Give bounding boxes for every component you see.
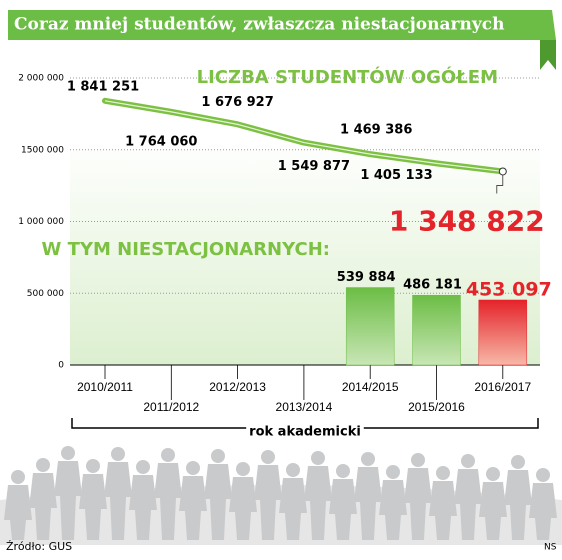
body: [54, 461, 82, 540]
head: [336, 464, 350, 478]
body: [329, 479, 357, 540]
line-series-name: Liczba studentów ogółem: [197, 66, 498, 88]
head: [86, 459, 100, 473]
connector: [496, 175, 504, 194]
x-tick-label: 2012/2013: [209, 380, 266, 394]
head: [311, 451, 325, 465]
head: [186, 461, 200, 475]
chart-title: Coraz mniej studentów, zwłaszcza niestac…: [14, 15, 504, 35]
line-value-label: 1 348 822: [389, 204, 545, 237]
body: [179, 476, 207, 540]
silhouettes: [0, 446, 562, 545]
x-tick-label: 2014/2015: [342, 380, 399, 394]
bar: [412, 294, 461, 366]
y-tick-label: 1 000 000: [18, 217, 64, 227]
body: [104, 462, 132, 540]
line-value-label: 1 549 877: [278, 159, 350, 174]
body: [529, 483, 557, 540]
head: [161, 448, 175, 462]
head: [136, 460, 150, 474]
credit: NS: [544, 543, 557, 553]
x-tick-label: 2013/2014: [276, 400, 333, 414]
head: [536, 468, 550, 482]
line-value-label: 1 764 060: [125, 134, 197, 149]
bracket: [71, 418, 539, 429]
line-value-label: 1 405 133: [360, 168, 432, 183]
plot-bg: [70, 140, 540, 365]
y-tick-label: 500 000: [27, 289, 64, 299]
head: [511, 455, 525, 469]
y-tick-label: 1500 000: [21, 145, 64, 155]
head: [436, 466, 450, 480]
body: [479, 482, 507, 540]
head: [236, 462, 250, 476]
body: [204, 464, 232, 540]
bar-value-label: 539 884: [337, 270, 396, 285]
bar-value-label: 486 181: [403, 278, 462, 293]
head: [286, 463, 300, 477]
bar: [478, 299, 528, 366]
y-tick-label: 2 000 000: [18, 74, 64, 84]
x-axis-label: rok akademicki: [249, 425, 361, 440]
body: [404, 468, 432, 540]
bar-series-name: W tym niestacjonarnych:: [42, 239, 330, 260]
source: Źródło: GUS: [6, 540, 72, 553]
x-tick-label: 2015/2016: [408, 400, 465, 414]
head: [36, 458, 50, 472]
body: [79, 474, 107, 540]
body: [29, 473, 57, 540]
bar: [345, 287, 395, 366]
body: [4, 485, 32, 540]
body: [354, 467, 382, 540]
head: [11, 470, 25, 484]
body: [504, 470, 532, 540]
line-highlight: [104, 100, 503, 173]
head: [461, 454, 475, 468]
x-tick-label: 2011/2012: [143, 400, 199, 414]
line-value-label: 1 676 927: [201, 95, 273, 110]
head: [61, 446, 75, 460]
body: [154, 463, 182, 540]
y-tick-label: 0: [58, 361, 64, 371]
line-value-label: 1 841 251: [67, 79, 139, 94]
head: [386, 465, 400, 479]
body: [454, 469, 482, 540]
bar-value-label: 453 097: [466, 278, 552, 300]
body: [254, 465, 282, 540]
end-dot: [498, 167, 507, 176]
body: [379, 480, 407, 540]
head: [261, 450, 275, 464]
head: [411, 453, 425, 467]
x-tick-label: 2010/2011: [77, 380, 133, 394]
body: [304, 466, 332, 540]
banner-fold: [540, 40, 556, 70]
title-banner: [8, 10, 556, 40]
head: [486, 467, 500, 481]
body: [279, 478, 307, 540]
head: [361, 452, 375, 466]
body: [229, 477, 257, 540]
x-tick-label: 2016/2017: [474, 380, 531, 394]
head: [211, 449, 225, 463]
head: [111, 447, 125, 461]
body: [429, 481, 457, 540]
body: [129, 475, 157, 540]
line-value-label: 1 469 386: [340, 123, 412, 138]
